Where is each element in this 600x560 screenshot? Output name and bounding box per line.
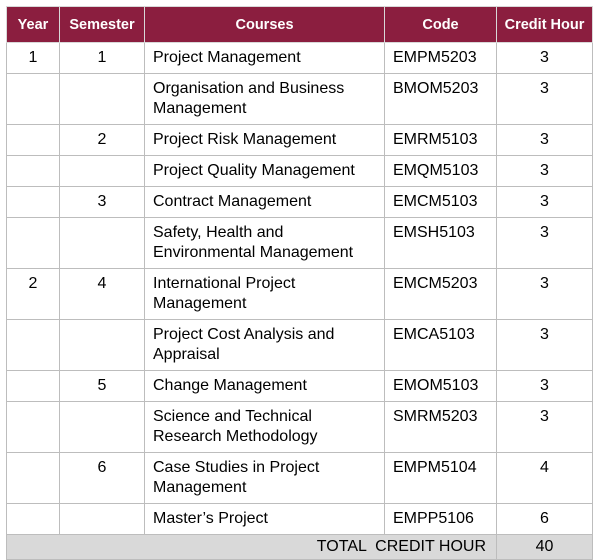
table-header: Year Semester Courses Code Credit Hour — [6, 6, 593, 43]
year-cell — [6, 401, 60, 453]
course-cell: Project Risk Management — [144, 124, 385, 156]
year-cell — [6, 452, 60, 504]
code-cell: EMQM5103 — [384, 155, 497, 187]
table-row: Safety, Health and Environmental Managem… — [6, 217, 593, 269]
year-cell — [6, 370, 60, 402]
semester-cell: 1 — [59, 42, 145, 74]
semester-cell — [59, 73, 145, 125]
code-cell: EMCM5103 — [384, 186, 497, 218]
credit-cell: 3 — [496, 370, 593, 402]
course-cell: International Project Management — [144, 268, 385, 320]
credit-cell: 3 — [496, 186, 593, 218]
header-row: Year Semester Courses Code Credit Hour — [6, 6, 593, 43]
semester-cell — [59, 401, 145, 453]
table-row: 6 Case Studies in Project Management EMP… — [6, 452, 593, 504]
total-credit-value: 40 — [496, 534, 593, 560]
semester-cell — [59, 503, 145, 535]
header-semester: Semester — [59, 6, 145, 43]
course-cell: Science and Technical Research Methodolo… — [144, 401, 385, 453]
semester-cell: 6 — [59, 452, 145, 504]
credit-cell: 3 — [496, 42, 593, 74]
semester-cell — [59, 217, 145, 269]
table-row: 2 4 International Project Management EMC… — [6, 268, 593, 320]
credit-cell: 3 — [496, 319, 593, 371]
table-row: Master’s Project EMPP5106 6 — [6, 503, 593, 535]
year-cell — [6, 186, 60, 218]
code-cell: EMPP5106 — [384, 503, 497, 535]
code-cell: EMPM5203 — [384, 42, 497, 74]
semester-cell: 4 — [59, 268, 145, 320]
year-cell — [6, 503, 60, 535]
table-row: 1 1 Project Management EMPM5203 3 — [6, 42, 593, 74]
credit-cell: 3 — [496, 73, 593, 125]
header-code: Code — [384, 6, 497, 43]
code-cell: EMCM5203 — [384, 268, 497, 320]
course-cell: Contract Management — [144, 186, 385, 218]
year-cell — [6, 217, 60, 269]
course-cell: Master’s Project — [144, 503, 385, 535]
year-cell: 2 — [6, 268, 60, 320]
table-body: 1 1 Project Management EMPM5203 3 Organi… — [6, 42, 593, 560]
table-row: Organisation and Business Management BMO… — [6, 73, 593, 125]
course-structure-table: Year Semester Courses Code Credit Hour 1… — [6, 6, 593, 560]
credit-cell: 3 — [496, 217, 593, 269]
semester-cell: 3 — [59, 186, 145, 218]
table-row: Project Cost Analysis and Appraisal EMCA… — [6, 319, 593, 371]
total-row: TOTAL CREDIT HOUR 40 — [6, 534, 593, 560]
total-credit-label: TOTAL CREDIT HOUR — [6, 534, 497, 560]
code-cell: EMSH5103 — [384, 217, 497, 269]
code-cell: SMRM5203 — [384, 401, 497, 453]
code-cell: BMOM5203 — [384, 73, 497, 125]
code-cell: EMOM5103 — [384, 370, 497, 402]
course-cell: Project Cost Analysis and Appraisal — [144, 319, 385, 371]
semester-cell — [59, 319, 145, 371]
semester-cell: 2 — [59, 124, 145, 156]
credit-cell: 3 — [496, 401, 593, 453]
course-cell: Organisation and Business Management — [144, 73, 385, 125]
semester-cell — [59, 155, 145, 187]
year-cell — [6, 73, 60, 125]
table-row: 5 Change Management EMOM5103 3 — [6, 370, 593, 402]
course-cell: Project Quality Management — [144, 155, 385, 187]
year-cell: 1 — [6, 42, 60, 74]
header-credit-hour: Credit Hour — [496, 6, 593, 43]
credit-cell: 3 — [496, 155, 593, 187]
course-cell: Change Management — [144, 370, 385, 402]
credit-cell: 4 — [496, 452, 593, 504]
year-cell — [6, 155, 60, 187]
semester-cell: 5 — [59, 370, 145, 402]
year-cell — [6, 319, 60, 371]
code-cell: EMCA5103 — [384, 319, 497, 371]
credit-cell: 6 — [496, 503, 593, 535]
year-cell — [6, 124, 60, 156]
table-row: Project Quality Management EMQM5103 3 — [6, 155, 593, 187]
course-cell: Safety, Health and Environmental Managem… — [144, 217, 385, 269]
course-cell: Case Studies in Project Management — [144, 452, 385, 504]
header-year: Year — [6, 6, 60, 43]
table-row: 2 Project Risk Management EMRM5103 3 — [6, 124, 593, 156]
code-cell: EMPM5104 — [384, 452, 497, 504]
credit-cell: 3 — [496, 268, 593, 320]
credit-cell: 3 — [496, 124, 593, 156]
header-courses: Courses — [144, 6, 385, 43]
course-cell: Project Management — [144, 42, 385, 74]
table-row: 3 Contract Management EMCM5103 3 — [6, 186, 593, 218]
table-row: Science and Technical Research Methodolo… — [6, 401, 593, 453]
code-cell: EMRM5103 — [384, 124, 497, 156]
